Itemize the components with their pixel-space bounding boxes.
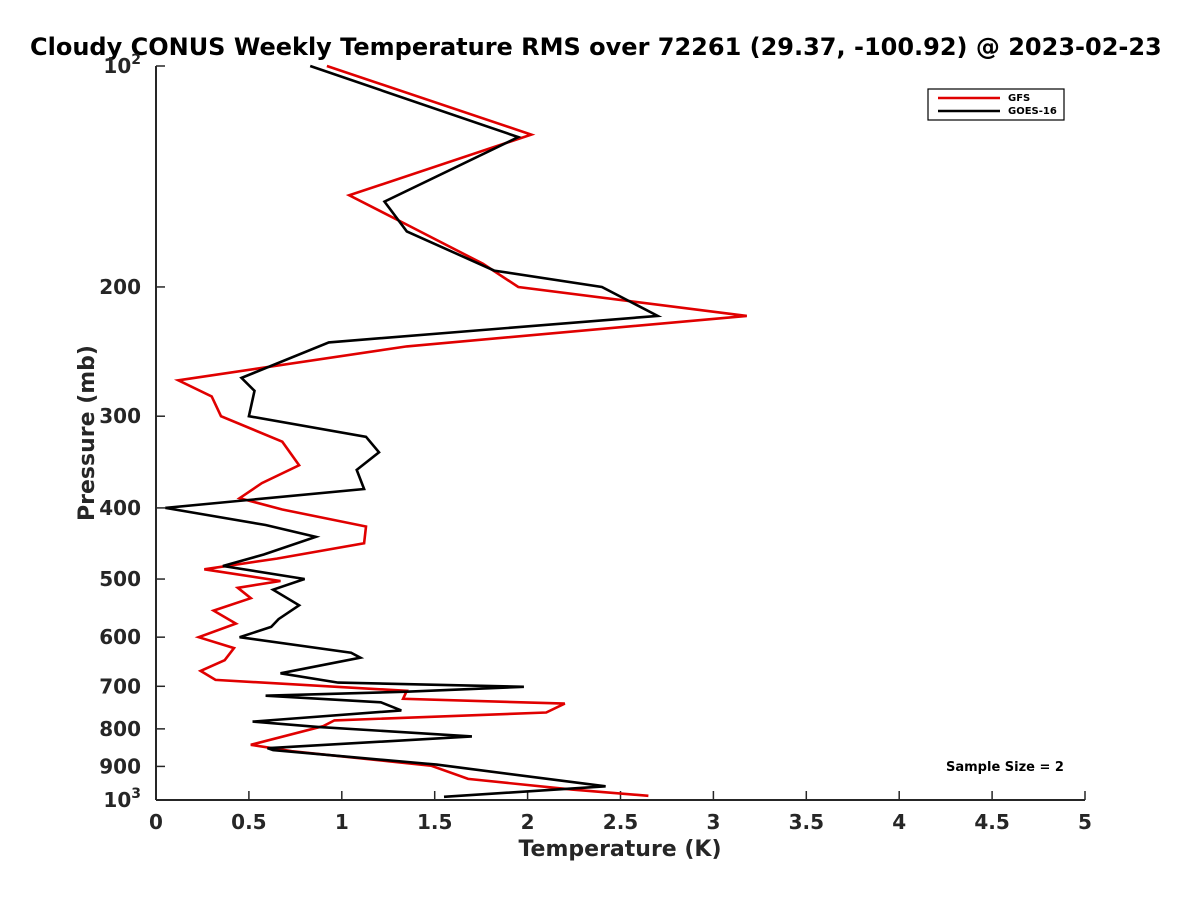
x-tick-label: 1.5 [417, 810, 452, 834]
series-layer [165, 64, 747, 799]
y-tick-label: 102 [103, 52, 141, 78]
y-tick-label: 200 [99, 275, 141, 299]
y-tick-label: 800 [99, 717, 141, 741]
x-tick-label: 1 [335, 810, 349, 834]
x-tick-label: 2.5 [603, 810, 638, 834]
x-tick-label: 5 [1078, 810, 1092, 834]
x-tick-label: 4.5 [974, 810, 1009, 834]
x-tick-label: 0.5 [231, 810, 266, 834]
y-tick-label: 700 [99, 674, 141, 698]
x-axis-label: Temperature (K) [518, 837, 721, 862]
x-tick-label: 3.5 [789, 810, 824, 834]
series-line-gfs [173, 64, 747, 798]
legend: GFS GOES-16 [927, 88, 1065, 121]
sample-size-annotation: Sample Size = 2 [946, 760, 1064, 775]
x-tick-label: 4 [892, 810, 906, 834]
legend-box [927, 88, 1065, 121]
series-line-goes16 [165, 64, 663, 799]
legend-label-gfs: GFS [1008, 93, 1030, 104]
y-tick-label: 600 [99, 625, 141, 649]
y-tick-label: 500 [99, 567, 141, 591]
y-tick-label: 103 [103, 786, 141, 812]
legend-label-goes16: GOES-16 [1008, 106, 1057, 117]
y-tick-label: 900 [99, 754, 141, 778]
y-tick-label: 400 [99, 496, 141, 520]
plot-axes: 0 0.5 1 1.5 2 2.5 3 3.5 4 4.5 5 102 200 300 400 500 600 7… [99, 52, 1092, 834]
chart-title: Cloudy CONUS Weekly Temperature RMS over… [30, 33, 1162, 61]
x-tick-label: 0 [149, 810, 163, 834]
x-tick-label: 2 [521, 810, 535, 834]
y-axis-label: Pressure (mb) [75, 345, 100, 521]
y-tick-label: 300 [99, 404, 141, 428]
x-tick-label: 3 [706, 810, 720, 834]
